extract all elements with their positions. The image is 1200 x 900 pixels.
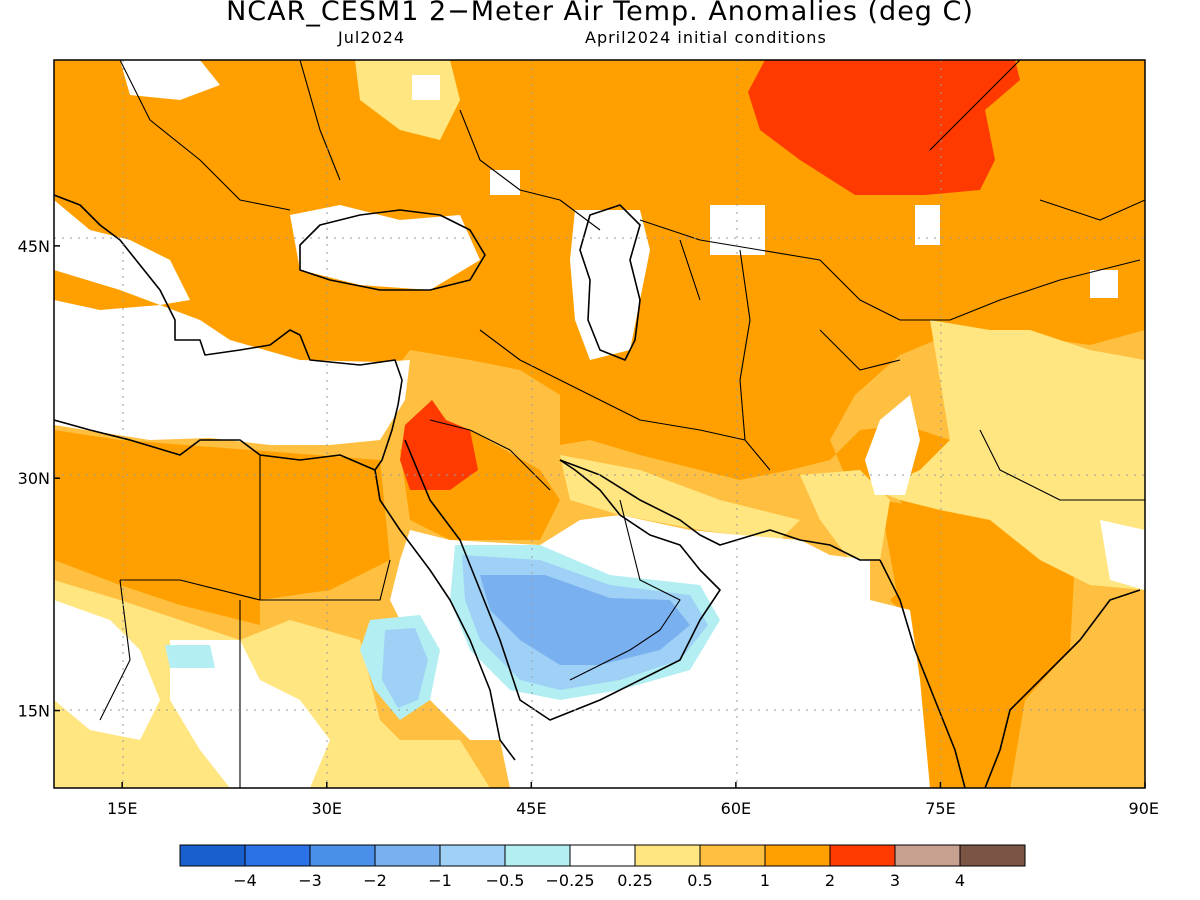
africa-coast (54, 419, 516, 761)
colorbar: −4 −3 −2 −1 −0.5 −0.25 0.25 0.5 1 2 3 4 (179, 844, 1026, 890)
india-coast (879, 559, 1141, 788)
graticule (54, 60, 1145, 788)
colorbar-swatch (829, 844, 896, 867)
colorbar-label: −0.25 (545, 871, 594, 890)
map-title: NCAR_CESM1 2−Meter Air Temp. Anomalies (… (226, 0, 974, 27)
colorbar-swatch (179, 844, 246, 867)
lon-tick-label: 75E (925, 799, 955, 818)
colorbar-label: −4 (233, 871, 257, 890)
persian-gulf-coast (559, 459, 880, 561)
country-borders (99, 60, 1145, 788)
forecast-month: Jul2024 (338, 28, 406, 47)
colorbar-swatch (374, 844, 441, 867)
colorbar-label: −1 (428, 871, 452, 890)
map-frame (53, 59, 1146, 789)
caspian-coast (579, 204, 641, 361)
colorbar-label: 1 (760, 871, 770, 890)
colorbar-swatch (764, 844, 831, 867)
lon-tick-label: 30E (312, 799, 342, 818)
anomaly-field-3 (400, 60, 1020, 490)
colorbar-label: 2 (825, 871, 835, 890)
colorbar-label: 4 (955, 871, 965, 890)
colorbar-swatch (439, 844, 506, 867)
colorbar-label: −0.5 (486, 871, 525, 890)
lat-tick-label: 30N (18, 469, 50, 488)
colorbar-label: 0.25 (617, 871, 653, 890)
lat-tick-label: 15N (18, 702, 50, 721)
colorbar-label: 3 (890, 871, 900, 890)
colorbar-swatch (309, 844, 376, 867)
colorbar-swatch (699, 844, 766, 867)
initial-conditions: April2024 initial conditions (585, 28, 827, 47)
arabia-coast (404, 439, 721, 721)
colorbar-swatch (504, 844, 571, 867)
lon-tick-label: 60E (721, 799, 751, 818)
colorbar-swatch (634, 844, 701, 867)
colorbar-swatch (244, 844, 311, 867)
colorbar-swatch (569, 844, 636, 867)
coastlines (54, 60, 1145, 788)
lon-tick-label: 45E (516, 799, 546, 818)
black-sea-coast (299, 209, 486, 291)
lon-tick-label: 90E (1129, 799, 1159, 818)
colorbar-swatch (959, 844, 1026, 867)
anomaly-field-0-5 (54, 60, 1145, 788)
lat-tick-label: 45N (18, 237, 50, 256)
colorbar-label: 0.5 (687, 871, 712, 890)
map-plot-area (54, 60, 1145, 788)
axis-ticks: 15E 30E 45E 60E 75E 90E 45N 30N 15N (18, 237, 1159, 818)
europe-coast (54, 194, 403, 471)
colorbar-swatch (894, 844, 961, 867)
colorbar-label: −2 (363, 871, 387, 890)
lon-tick-label: 15E (107, 799, 137, 818)
colorbar-label: −3 (298, 871, 322, 890)
